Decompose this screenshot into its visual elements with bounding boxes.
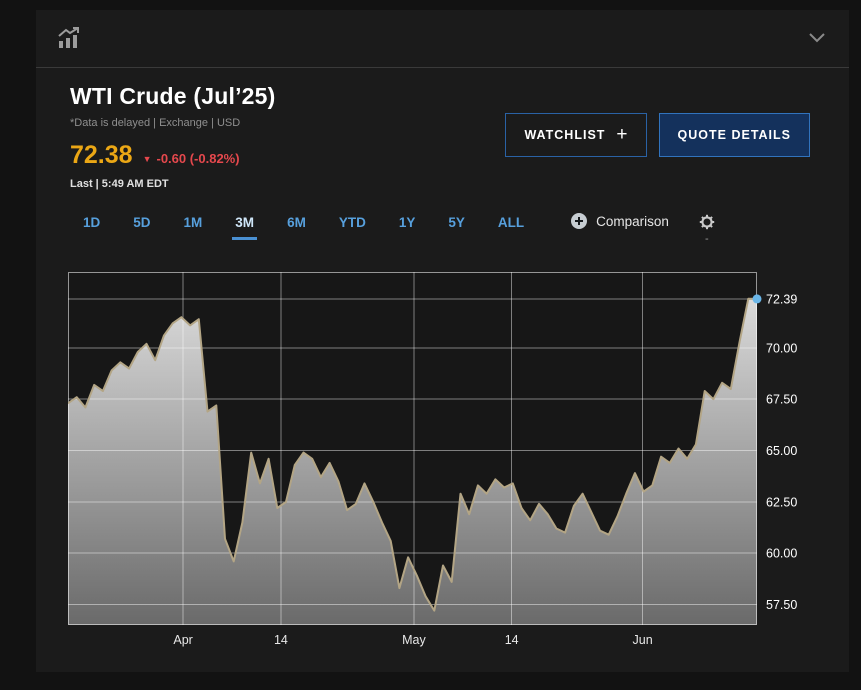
action-buttons: WATCHLIST + QUOTE DETAILS (505, 113, 810, 157)
plus-circle-icon (571, 213, 588, 229)
svg-text:67.50: 67.50 (766, 393, 797, 407)
watchlist-label: WATCHLIST (524, 128, 606, 142)
price-row: 72.38 ▼ -0.60 (-0.82%) (70, 141, 276, 170)
tab-1d[interactable]: 1D (83, 215, 101, 230)
svg-text:May: May (402, 633, 426, 647)
svg-text:14: 14 (274, 633, 288, 647)
svg-text:Jun: Jun (633, 633, 653, 647)
page-title: WTI Crude (Jul’25) (70, 83, 276, 109)
tab-ytd[interactable]: YTD (338, 215, 366, 230)
down-arrow-icon: ▼ (142, 154, 152, 164)
last-updated: Last | 5:49 AM EDT (70, 178, 169, 190)
collapse-chevron-button[interactable] (805, 27, 829, 50)
chart-gridlines (68, 272, 757, 625)
tab-3m[interactable]: 3M (232, 213, 258, 240)
price-chart[interactable]: 57.50 60.00 62.50 65.00 67.50 70.00 72.39 Apr 14… (68, 272, 838, 650)
plot-border (68, 272, 757, 625)
last-price-marker (752, 294, 762, 304)
y-axis-labels: 57.50 60.00 62.50 65.00 67.50 70.00 72.39 (766, 292, 797, 612)
card-header (36, 10, 849, 68)
price-line (68, 297, 758, 612)
tab-5y[interactable]: 5Y (448, 215, 465, 230)
chart-toolbar: 1D 5D 1M 3M 6M YTD 1Y 5Y ALL Comparison (80, 212, 715, 245)
x-axis-labels: Apr 14 May 14 Jun (173, 633, 652, 647)
last-price: 72.38 (70, 141, 133, 169)
comparison-button[interactable]: Comparison (570, 212, 669, 230)
watchlist-button[interactable]: WATCHLIST + (505, 113, 647, 157)
quote-details-label: QUOTE DETAILS (677, 128, 791, 142)
comparison-label: Comparison (596, 213, 669, 229)
quote-details-button[interactable]: QUOTE DETAILS (658, 113, 810, 157)
chevron-down-icon (809, 33, 825, 43)
settings-gear-button[interactable]: - (699, 214, 715, 245)
svg-text:65.00: 65.00 (766, 444, 797, 458)
settings-dash: - (705, 233, 709, 245)
svg-text:Apr: Apr (173, 633, 192, 647)
price-change: ▼ -0.60 (-0.82%) (143, 151, 240, 166)
tab-all[interactable]: ALL (497, 215, 525, 230)
tab-5d[interactable]: 5D (133, 215, 151, 230)
tab-1m[interactable]: 1M (183, 215, 203, 230)
svg-text:57.50: 57.50 (766, 598, 797, 612)
tab-1y[interactable]: 1Y (398, 215, 416, 230)
svg-text:62.50: 62.50 (766, 495, 797, 509)
gear-icon (699, 214, 715, 230)
quote-card: WTI Crude (Jul’25) *Data is delayed | Ex… (36, 10, 849, 672)
price-change-text: -0.60 (-0.82%) (156, 151, 240, 166)
chart-logo-icon (58, 26, 79, 48)
quote-info: WTI Crude (Jul’25) *Data is delayed | Ex… (70, 83, 276, 190)
chart-area (68, 298, 757, 625)
tab-6m[interactable]: 6M (287, 215, 306, 230)
quote-meta: *Data is delayed | Exchange | USD (70, 117, 241, 129)
chart-container: 57.50 60.00 62.50 65.00 67.50 70.00 72.39 Apr 14… (68, 272, 838, 650)
svg-text:70.00: 70.00 (766, 341, 797, 355)
svg-text:60.00: 60.00 (766, 547, 797, 561)
plus-icon: + (616, 124, 628, 145)
svg-text:72.39: 72.39 (766, 292, 797, 306)
svg-text:14: 14 (505, 633, 519, 647)
